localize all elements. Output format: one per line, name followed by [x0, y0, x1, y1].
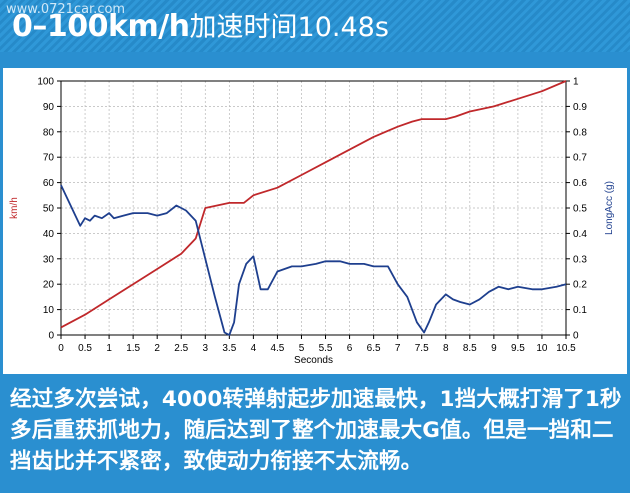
- y-right-tick-label: 1: [573, 77, 579, 88]
- x-tick-label: 5.5: [319, 343, 333, 354]
- y-left-tick-label: 50: [43, 204, 55, 215]
- x-tick-label: 6: [347, 343, 353, 354]
- y-right-tick-label: 0.2: [573, 280, 587, 291]
- x-tick-label: 2.5: [174, 343, 188, 354]
- x-tick-label: 5: [299, 343, 305, 354]
- y-left-tick-label: 30: [43, 254, 55, 265]
- x-tick-label: 10: [536, 343, 548, 354]
- y-left-tick-label: 100: [37, 77, 54, 88]
- x-tick-label: 4.5: [270, 343, 284, 354]
- x-tick-label: 4: [251, 343, 257, 354]
- y-right-tick-label: 0.4: [573, 229, 587, 240]
- x-tick-label: 0.5: [78, 343, 92, 354]
- y-right-tick-label: 0.9: [573, 102, 587, 113]
- x-tick-label: 0: [58, 343, 64, 354]
- title-speed-range: 0–100km/h: [12, 9, 190, 44]
- x-tick-label: 2: [154, 343, 160, 354]
- y-left-tick-label: 60: [43, 178, 55, 189]
- speed-series-line: [60, 80, 567, 329]
- y-right-tick-label: 0.8: [573, 127, 587, 138]
- caption-text: 经过多次尝试，4000转弹射起步加速最快，1挡大概打滑了1秒多后重获抓地力，随后…: [10, 387, 622, 474]
- x-tick-label: 7: [395, 343, 401, 354]
- x-tick-label: 10.5: [556, 343, 576, 354]
- y-left-tick-label: 0: [48, 331, 54, 342]
- acceleration-series-line: [60, 184, 567, 336]
- header-band: [0, 0, 630, 52]
- title-time: 加速时间10.48s: [189, 12, 389, 43]
- acceleration-chart: 0 0.5 1 1.5 2 2.5 3 3.5 4 4.5 5 5.5 6 6.5 7 7.5 8 8.5 9 9.5…: [9, 77, 615, 367]
- page-title: 0–100km/h加速时间10.48s: [12, 10, 389, 45]
- x-tick-label: 6.5: [367, 343, 381, 354]
- y-right-tick-label: 0.5: [573, 204, 587, 215]
- y-right-tick-label: 0.6: [573, 178, 587, 189]
- x-tick-label: 3: [203, 343, 209, 354]
- y-left-tick-label: 70: [43, 153, 55, 164]
- x-tick-label: 3.5: [222, 343, 236, 354]
- x-tick-label: 9: [491, 343, 497, 354]
- y-left-tick-label: 90: [43, 102, 55, 113]
- x-tick-label: 8: [443, 343, 449, 354]
- x-tick-label: 1: [106, 343, 112, 354]
- x-tick-label: 1.5: [126, 343, 140, 354]
- x-tick-label: 7.5: [415, 343, 429, 354]
- caption-box: 经过多次尝试，4000转弹射起步加速最快，1挡大概打滑了1秒多后重获抓地力，随后…: [0, 380, 630, 493]
- y-left-tick-label: 80: [43, 127, 55, 138]
- y-left-axis-label: km/h: [9, 197, 20, 219]
- watermark: www.0721car.com: [6, 2, 126, 17]
- y-right-tick-label: 0.1: [573, 305, 587, 316]
- x-tick-label: 9.5: [511, 343, 525, 354]
- y-right-tick-label: 0.7: [573, 153, 587, 164]
- y-left-tick-label: 40: [43, 229, 55, 240]
- y-left-tick-label: 10: [43, 305, 55, 316]
- y-right-axis-label: LongAcc (g): [604, 181, 615, 235]
- x-axis-label: Seconds: [294, 355, 333, 366]
- y-right-tick-label: 0.3: [573, 254, 587, 265]
- x-tick-label: 8.5: [463, 343, 477, 354]
- chart-panel: 0 0.5 1 1.5 2 2.5 3 3.5 4 4.5 5 5.5 6 6.5 7 7.5 8 8.5 9 9.5…: [3, 68, 627, 374]
- y-left-tick-label: 20: [43, 280, 55, 291]
- y-right-tick-label: 0: [573, 331, 579, 342]
